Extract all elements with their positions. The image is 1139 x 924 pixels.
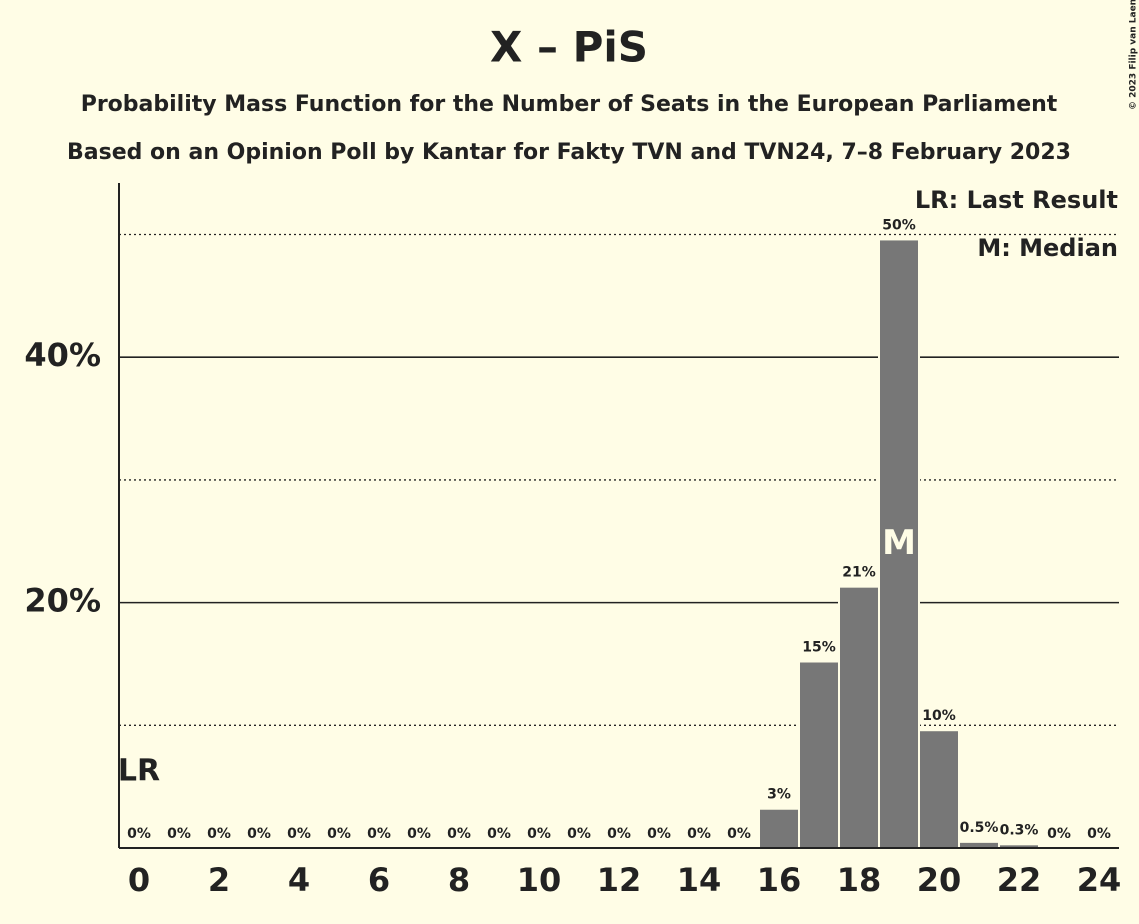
value-label: 0%: [1047, 826, 1071, 842]
value-label: 0%: [607, 826, 631, 842]
value-label: 3%: [767, 787, 791, 803]
bar: [798, 660, 840, 850]
x-tick-label: 18: [837, 861, 882, 899]
bar: [918, 729, 960, 850]
x-tick-label: 22: [997, 861, 1042, 899]
value-label: 0%: [327, 826, 351, 842]
bar: [758, 807, 800, 850]
x-tick-label: 12: [597, 861, 642, 899]
value-label: 0%: [407, 826, 431, 842]
value-label: 0%: [727, 826, 751, 842]
value-label: 0.5%: [960, 820, 999, 836]
x-tick-label: 24: [1077, 861, 1122, 899]
value-label: 0%: [487, 826, 511, 842]
copyright: © 2023 Filip van Laenen: [1129, 0, 1139, 110]
value-label: 0%: [287, 826, 311, 842]
chart-title: X – PiS: [490, 23, 648, 72]
median-marker: M: [882, 523, 916, 563]
value-label: 21%: [842, 565, 876, 581]
chart-subtitle: Probability Mass Function for the Number…: [81, 92, 1058, 117]
value-label: 0%: [207, 826, 231, 842]
legend-entry: M: Median: [977, 234, 1118, 262]
value-label: 15%: [802, 640, 836, 656]
value-label: 0%: [247, 826, 271, 842]
bar: [878, 238, 920, 850]
value-label: 0%: [687, 826, 711, 842]
x-tick-label: 16: [757, 861, 802, 899]
y-tick-label: 40%: [24, 336, 101, 374]
value-label: 0%: [367, 826, 391, 842]
value-label: 0%: [567, 826, 591, 842]
x-tick-label: 10: [517, 861, 562, 899]
value-label: 0%: [647, 826, 671, 842]
x-tick-label: 0: [128, 861, 150, 899]
value-label: 50%: [882, 217, 916, 233]
x-tick-label: 14: [677, 861, 722, 899]
x-tick-label: 2: [208, 861, 230, 899]
value-label: 0%: [167, 826, 191, 842]
value-label: 0%: [527, 826, 551, 842]
x-tick-label: 6: [368, 861, 390, 899]
y-tick-label: 20%: [24, 582, 101, 620]
x-tick-label: 20: [917, 861, 962, 899]
legend-entry: LR: Last Result: [915, 186, 1118, 214]
value-label: 0%: [1087, 826, 1111, 842]
bar: [838, 585, 880, 849]
x-tick-label: 4: [288, 861, 310, 899]
value-label: 10%: [922, 708, 956, 724]
chart-subtitle: Based on an Opinion Poll by Kantar for F…: [67, 140, 1071, 165]
value-label: 0%: [447, 826, 471, 842]
value-label: 0%: [127, 826, 151, 842]
x-tick-label: 8: [448, 861, 470, 899]
value-label: 0.3%: [1000, 822, 1039, 838]
last-result-marker: LR: [118, 754, 160, 789]
